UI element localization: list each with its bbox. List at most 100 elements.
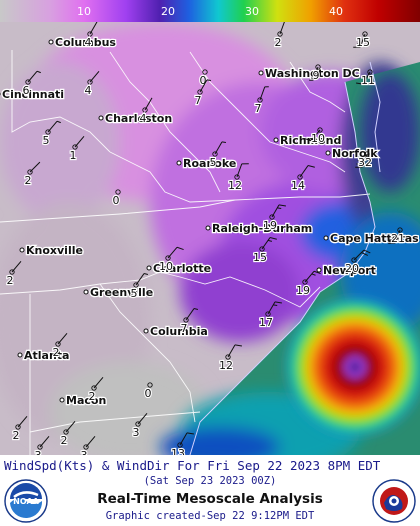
station-speed-label: 5: [131, 287, 138, 300]
city-label: Cape Hatteras: [330, 232, 419, 245]
barb-flag: [176, 246, 184, 251]
city-label: Washington DC: [265, 67, 360, 80]
station-speed-label: 17: [259, 316, 273, 329]
wind-station: 14: [290, 165, 315, 193]
wind-station: 15: [252, 237, 277, 265]
wind-station: 10: [304, 127, 326, 146]
title-line: WindSpd(Kts) & WindDir For Fri Sep 22 20…: [4, 458, 381, 473]
wind-station: 3: [131, 412, 148, 440]
city-label: Atlanta: [24, 349, 69, 362]
station-circle: [364, 151, 370, 157]
state-borders: [0, 50, 371, 455]
city-dot: [323, 235, 329, 241]
station-circle: [115, 189, 121, 195]
wind-station: 2: [23, 161, 41, 188]
station-speed-label: 21: [391, 232, 405, 245]
station-circle: [83, 444, 89, 450]
station-circle: [257, 97, 263, 103]
station-speed-label: 7: [195, 94, 202, 107]
barb-shaft: [135, 273, 145, 286]
station-circle: [202, 69, 208, 75]
wind-station: 15: [353, 31, 371, 50]
station-circle: [45, 129, 51, 135]
barb-flag: [143, 273, 149, 275]
barb-shaft: [185, 308, 195, 321]
station-speed-label: 1: [70, 149, 77, 162]
wind-station: 21: [388, 227, 406, 246]
city-labels: Columbus Cincinnati Washington DC Charlesto…: [0, 35, 420, 408]
wind-station: 12: [227, 163, 249, 193]
station-speed-label: 10: [159, 260, 173, 273]
wind-station: 2: [273, 22, 285, 50]
city-charleston: Charleston: [98, 111, 173, 126]
barb-shaft: [17, 415, 28, 428]
station-speed-label: 9: [313, 69, 320, 82]
wind-station: 12: [218, 344, 242, 373]
station-circle: [269, 214, 275, 220]
station-circle: [27, 169, 33, 175]
station-circle: [197, 89, 203, 95]
wind-station: 0: [111, 189, 121, 208]
wind-station: 5: [41, 120, 61, 148]
wind-station: 7: [253, 86, 269, 116]
wind-station: 1: [68, 135, 85, 163]
barb-flag: [269, 237, 277, 240]
wind-station: 2: [51, 332, 68, 360]
city-raleigh-durham: Raleigh-Durham: [205, 221, 314, 236]
station-circle: [135, 421, 141, 427]
station-circle: [91, 385, 97, 391]
city-label: Raleigh-Durham: [212, 222, 312, 235]
barb-shaft: [47, 120, 58, 133]
barb-shaft: [304, 270, 315, 283]
barb-shaft: [353, 249, 365, 261]
city-label: Newport: [323, 264, 376, 277]
barb-flag: [36, 70, 41, 74]
city-cincinnati: Cincinnati: [0, 87, 65, 102]
city-atlanta: Atlanta: [17, 348, 71, 363]
station-speed-label: 0: [113, 194, 120, 207]
station-circle: [37, 444, 43, 450]
barb-shaft: [394, 229, 401, 244]
station-speed-label: 2: [13, 429, 20, 442]
hurricane-core: [280, 292, 420, 442]
wind-station: 7: [193, 79, 212, 108]
wind-speed-colorbar: 10 20 30 40: [0, 0, 420, 22]
station-circle: [177, 442, 183, 448]
station-circle: [87, 31, 93, 37]
wind-station: 11: [356, 69, 376, 88]
barb-shaft: [279, 22, 285, 35]
station-circle: [397, 227, 403, 233]
station-circle: [234, 174, 240, 180]
station-circle: [87, 79, 93, 85]
city-dot: [98, 115, 104, 121]
station-speed-label: 0: [145, 387, 152, 400]
station-speed-label: 13: [171, 447, 185, 455]
wind-station: 2: [11, 415, 28, 443]
wind-station: 19: [295, 270, 321, 298]
station-speed-label: 4: [140, 112, 147, 125]
city-roanoke: Roanoke: [176, 156, 238, 171]
barb-flag: [356, 82, 364, 85]
station-circle: [367, 69, 373, 75]
noaa-logo-text: NOAA: [13, 497, 39, 506]
barb-shaft: [214, 141, 223, 155]
station-circle: [297, 174, 303, 180]
colorbar-gradient: [0, 0, 420, 22]
barb-shaft: [271, 204, 280, 218]
station-circle: [63, 429, 69, 435]
station-speed-label: 7: [181, 322, 188, 335]
city-dot: [258, 70, 264, 76]
wind-station: 3: [33, 435, 50, 455]
station-speed-label: 3: [133, 426, 140, 439]
barb-shaft: [89, 70, 100, 83]
wind-station: 17: [258, 301, 282, 330]
utc-line: (Sat Sep 23 2023 00Z): [143, 475, 277, 487]
station-circle: [315, 64, 321, 70]
station-speed-label: 15: [356, 36, 370, 49]
wind-speed-field: [0, 22, 420, 455]
colorbar-tick-label: 10: [77, 5, 91, 18]
city-label: Macon: [66, 394, 106, 407]
barb-flag: [277, 207, 282, 210]
station-speed-label: 19: [263, 219, 277, 232]
